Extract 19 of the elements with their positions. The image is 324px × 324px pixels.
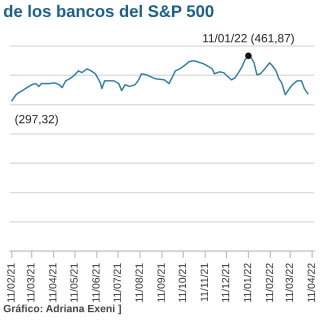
x-tick-label: 11/01/22	[244, 263, 252, 302]
x-tick-label: 11/02/21	[6, 263, 15, 302]
x-tick-label: 11/12/21	[222, 263, 230, 302]
x-tick-label: 11/09/21	[157, 263, 165, 302]
x-tick-label: 11/04/22	[307, 263, 315, 302]
x-tick-label: 11/11/21	[200, 263, 208, 302]
x-tick-label: 11/08/21	[135, 263, 143, 302]
text: Gráfico: Adriana Exeni ]	[4, 304, 121, 314]
x-tick-label: 11/06/21	[92, 263, 100, 302]
annotation: 11/01/22 (461,87)	[203, 34, 294, 45]
x-tick-label: 11/02/22	[266, 263, 274, 302]
x-tick-label: 11/07/21	[113, 263, 121, 302]
x-tick-label: 11/03/21	[26, 263, 34, 302]
x-tick-label: 11/03/22	[285, 263, 293, 302]
x-tick-label: 11/10/21	[178, 263, 186, 302]
chart-title: de los bancos del S&P 500	[4, 4, 214, 18]
x-tick-label: 11/05/21	[70, 263, 78, 302]
annotation: (297,32)	[15, 114, 58, 126]
x-tick-label: 11/04/21	[48, 263, 56, 302]
